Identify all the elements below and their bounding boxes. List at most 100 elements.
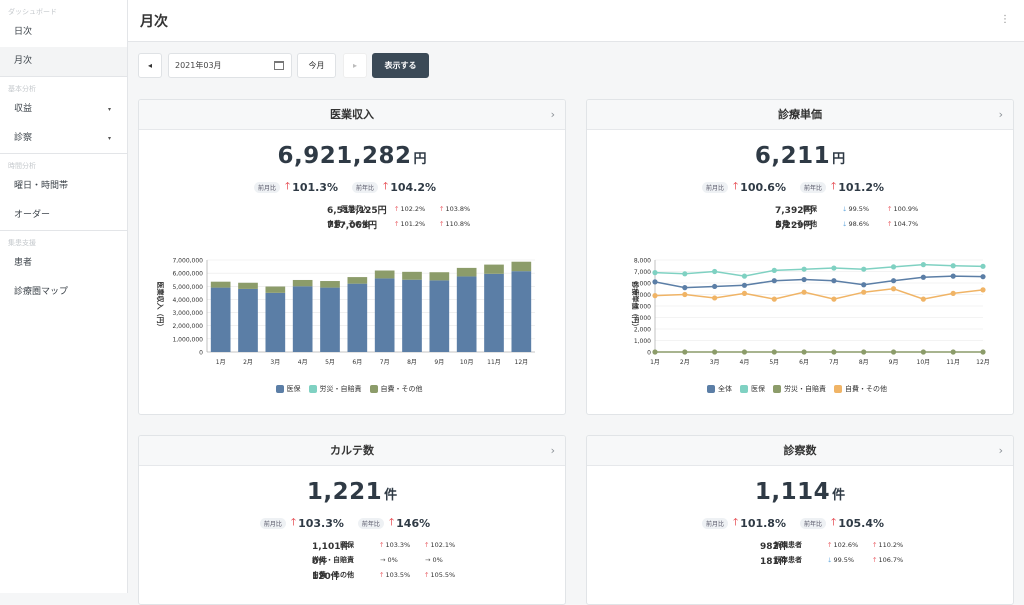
- next-month-button[interactable]: ▸: [343, 53, 367, 78]
- sidebar-divider: [0, 153, 127, 154]
- arrow-up-icon: 🡑: [873, 541, 879, 549]
- chevron-right-icon[interactable]: ›: [998, 444, 1003, 457]
- legend-item[interactable]: 労災・自賠責: [773, 384, 826, 394]
- calendar-icon[interactable]: [274, 61, 284, 70]
- breakdown-label: 既存患者: [774, 556, 802, 564]
- sidebar-item[interactable]: 診察 ▾: [0, 124, 127, 153]
- data-point: [980, 349, 986, 355]
- chevron-down-icon[interactable]: ▾: [107, 106, 111, 113]
- breakdown-label: 医業収入: [341, 205, 369, 213]
- legend-item[interactable]: 自費・その他: [369, 384, 423, 394]
- sidebar-item[interactable]: 日次: [0, 18, 127, 47]
- chevron-right-icon[interactable]: ›: [550, 444, 555, 457]
- sidebar-item-label: 診療圏マップ: [14, 287, 69, 297]
- legend-item[interactable]: 医保: [740, 384, 765, 394]
- breakdown-mom: 🡑 103.3%: [380, 541, 410, 552]
- breakdown-mom-value: 101.2%: [400, 220, 426, 228]
- bar-segment: [429, 280, 450, 352]
- data-point: [771, 349, 777, 355]
- card-header[interactable]: カルテ数 ›: [139, 436, 565, 466]
- arrow-up-icon: 🡑: [831, 517, 837, 528]
- chevron-right-icon[interactable]: ›: [998, 108, 1003, 121]
- sidebar-item[interactable]: 患者: [0, 249, 127, 278]
- card-header[interactable]: 診察数 ›: [587, 436, 1013, 466]
- card-title: 医業収入: [330, 108, 374, 121]
- mom-value: 103.3%: [298, 517, 344, 530]
- prev-month-button[interactable]: ◂: [138, 53, 162, 78]
- bar-segment: [511, 261, 532, 272]
- more-menu-icon[interactable]: ⋮: [1000, 14, 1010, 25]
- y-tick-label: 2,000,000: [172, 323, 203, 330]
- legend-label: 医保: [286, 385, 301, 393]
- month-picker-input[interactable]: 2021年03月: [168, 53, 292, 78]
- breakdown-row: 労災・自賠責 0件 → 0% → 0%: [139, 554, 565, 569]
- data-point: [920, 296, 926, 302]
- breakdown-yoy: 🡑 103.8%: [440, 205, 470, 216]
- sidebar-item-label: 患者: [14, 258, 33, 268]
- data-point: [861, 289, 867, 295]
- legend-item[interactable]: 医保: [275, 384, 301, 394]
- x-tick-label: 11月: [487, 359, 501, 366]
- chevron-right-icon[interactable]: ›: [550, 108, 555, 121]
- kpi-comparison: 前月比 🡑 101.8% 前年比 🡑 105.4%: [587, 515, 1013, 530]
- card-header[interactable]: 診療単価 ›: [587, 100, 1013, 130]
- data-point: [801, 289, 807, 295]
- bar-segment: [210, 281, 231, 288]
- legend-checkbox-icon[interactable]: [308, 385, 317, 393]
- legend-checkbox-icon[interactable]: [740, 385, 748, 393]
- breakdown-row: 医保 1,101件 🡑 103.3% 🡑 102.1%: [139, 539, 565, 554]
- sidebar-item[interactable]: 診療圏マップ: [0, 278, 127, 307]
- legend-checkbox-icon[interactable]: [369, 385, 378, 393]
- arrow-down-icon: 🡓: [828, 556, 834, 564]
- bar-segment: [484, 273, 504, 352]
- card-header[interactable]: 医業収入 ›: [139, 100, 565, 130]
- breakdown-mom-value: 102.2%: [400, 205, 426, 213]
- bar-segment: [265, 292, 286, 352]
- kpi-number: 6,211: [754, 143, 831, 169]
- y-tick-label: 1,000: [634, 338, 651, 345]
- sidebar-divider: [0, 76, 127, 77]
- legend-item[interactable]: 全体: [707, 384, 732, 394]
- kpi-comparison: 前月比 🡑 100.6% 前年比 🡑 101.2%: [587, 179, 1013, 194]
- breakdown-yoy: 🡑 106.7%: [873, 556, 903, 567]
- breakdown-value: 982件: [760, 542, 788, 552]
- bar-segment: [402, 279, 422, 352]
- kpi-comparison: 前月比 🡑 101.3% 前年比 🡑 104.2%: [139, 179, 565, 194]
- legend-checkbox-icon[interactable]: [834, 385, 842, 393]
- this-month-button[interactable]: 今月: [297, 53, 336, 78]
- chevron-down-icon[interactable]: ▾: [107, 135, 111, 142]
- arrow-up-icon: 🡑: [425, 571, 431, 579]
- y-axis-label: 医業収入（円）: [156, 282, 165, 331]
- breakdown-label: 自費・その他: [775, 220, 817, 228]
- legend-checkbox-icon[interactable]: [275, 385, 284, 393]
- x-tick-label: 7月: [380, 359, 390, 366]
- arrow-up-icon: 🡑: [732, 517, 739, 528]
- breakdown-value: 6,512,125円: [327, 206, 387, 216]
- sidebar: ダッシュボード 日次 月次 基本分析 収益 ▾ 診察 ▾ 時間分析 曜日・時間帯 オーダー 集患支援患…: [0, 0, 128, 593]
- sidebar-item[interactable]: 月次: [0, 47, 127, 76]
- sidebar-item[interactable]: 曜日・時間帯: [0, 172, 127, 201]
- arrow-up-icon: 🡑: [284, 181, 291, 192]
- mom-value: 100.6%: [740, 181, 786, 194]
- legend-checkbox-icon[interactable]: [773, 385, 781, 393]
- breakdown-label: 自費・その他: [327, 220, 369, 228]
- kpi-unit: 件: [384, 488, 398, 503]
- legend-checkbox-icon[interactable]: [707, 385, 715, 393]
- bar-segment: [238, 282, 258, 289]
- sidebar-item[interactable]: 収益 ▾: [0, 95, 127, 124]
- show-button[interactable]: 表示する: [372, 53, 429, 78]
- breakdown-mom: 🡑 101.2%: [395, 220, 425, 231]
- legend-item[interactable]: 自費・その他: [834, 384, 887, 394]
- data-point: [950, 273, 956, 279]
- y-tick-label: 6,000: [634, 281, 651, 288]
- legend-item[interactable]: 労災・自賠責: [308, 384, 362, 394]
- sidebar-item[interactable]: オーダー: [0, 201, 127, 230]
- breakdown-yoy: 🡑 110.2%: [873, 541, 903, 552]
- breakdown-row: 自費・その他 120件 🡑 103.5% 🡑 105.5%: [139, 569, 565, 584]
- x-tick-label: 8月: [859, 359, 869, 366]
- y-tick-label: 0: [647, 350, 651, 357]
- y-tick-label: 8,000: [634, 258, 651, 265]
- sidebar-section-title: 時間分析: [8, 162, 36, 170]
- y-tick-label: 1,000,000: [172, 336, 203, 343]
- breakdown-label: 自費・その他: [312, 571, 354, 579]
